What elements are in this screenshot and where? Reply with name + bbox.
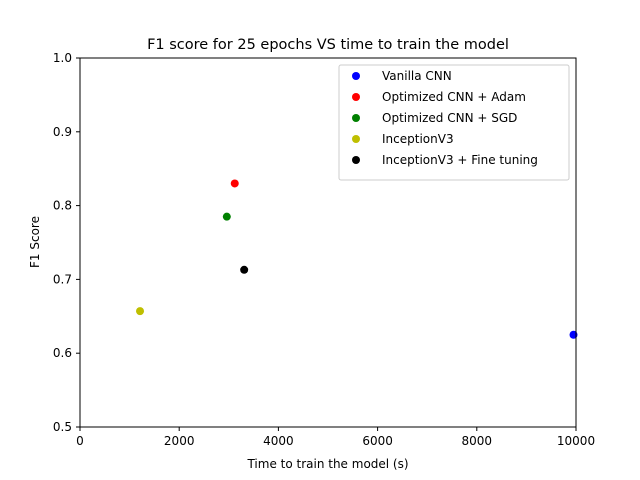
- x-axis-label: Time to train the model (s): [246, 457, 408, 471]
- x-tick-label: 2000: [164, 434, 195, 448]
- data-point: [136, 307, 145, 316]
- x-tick-label: 0: [76, 434, 84, 448]
- legend-label: InceptionV3: [382, 132, 454, 146]
- legend-marker: [352, 72, 360, 80]
- legend-label: Vanilla CNN: [382, 69, 452, 83]
- data-point: [230, 179, 239, 188]
- legend-label: InceptionV3 + Fine tuning: [382, 153, 538, 167]
- legend-marker: [352, 93, 360, 101]
- legend: Vanilla CNN Optimized CNN + Adam Optimized…: [338, 64, 570, 181]
- data-point: [240, 265, 249, 274]
- x-tick-label: 10000: [557, 434, 595, 448]
- y-tick-label: 1.0: [53, 51, 72, 65]
- x-tick-label: 8000: [462, 434, 493, 448]
- x-tick-label: 4000: [263, 434, 294, 448]
- chart-title: F1 score for 25 epochs VS time to train …: [147, 37, 509, 53]
- y-tick-label: 0.9: [53, 125, 72, 139]
- y-tick-label: 0.7: [53, 272, 72, 286]
- legend-box: [338, 64, 570, 181]
- legend-marker: [352, 135, 360, 143]
- legend-marker: [352, 114, 360, 122]
- y-tick-label: 0.6: [53, 346, 72, 360]
- x-tick-label: 6000: [362, 434, 393, 448]
- legend-label: Optimized CNN + Adam: [382, 90, 526, 104]
- legend-label: Optimized CNN + SGD: [382, 111, 517, 125]
- legend-marker: [352, 156, 360, 164]
- axes-frame: [79, 57, 577, 428]
- axes: 0 2000 4000 6000 8000 10000 0.5 0.6 0.7 0.8 0.9 1.0: [53, 51, 595, 448]
- y-tick-label: 0.5: [53, 420, 72, 434]
- y-tick-label: 0.8: [53, 199, 72, 213]
- y-axis-label: F1 Score: [28, 216, 42, 268]
- data-point: [222, 212, 231, 221]
